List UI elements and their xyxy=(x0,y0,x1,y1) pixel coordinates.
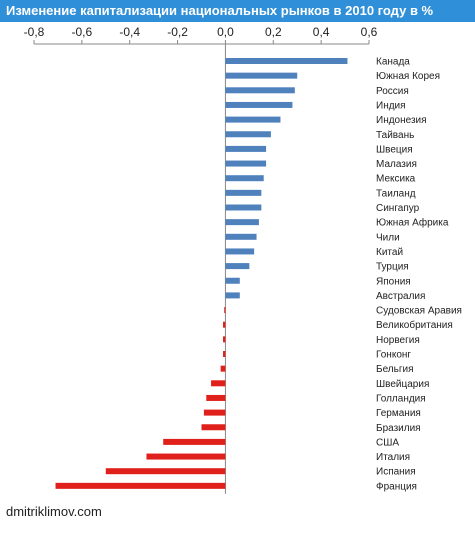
category-label: Гонконг xyxy=(376,350,411,361)
bar xyxy=(225,145,267,152)
category-label: Индонезия xyxy=(376,115,427,126)
category-label: Россия xyxy=(376,86,409,97)
category-label: Япония xyxy=(376,276,411,287)
bar xyxy=(211,380,226,387)
bar xyxy=(206,394,226,401)
x-tick-label: 0,6 xyxy=(361,25,378,39)
category-label: Голландия xyxy=(376,393,426,404)
category-label: Судовская Аравия xyxy=(376,306,462,317)
category-label: Австралия xyxy=(376,291,425,302)
category-label: Швеция xyxy=(376,144,413,155)
bar xyxy=(225,219,259,226)
bar xyxy=(224,307,226,314)
bar xyxy=(223,321,226,328)
category-label: США xyxy=(376,437,399,448)
category-label: Южная Африка xyxy=(376,217,449,229)
category-label: Чили xyxy=(376,232,400,243)
bar xyxy=(105,468,226,475)
category-label: Индия xyxy=(376,100,406,111)
bar xyxy=(225,101,293,108)
bar xyxy=(220,365,226,372)
bar xyxy=(225,116,281,123)
category-label: Великобритания xyxy=(376,319,453,331)
category-label: Тайвань xyxy=(376,130,414,141)
chart-title: Изменение капитализации национальных рын… xyxy=(0,0,475,22)
x-tick-label: -0,8 xyxy=(24,25,45,39)
category-label: Китай xyxy=(376,247,403,258)
category-label: Таиланд xyxy=(376,188,416,199)
category-label: Германия xyxy=(376,408,421,419)
bar xyxy=(225,204,262,211)
category-label: Турция xyxy=(376,262,409,273)
x-tick-label: 0,4 xyxy=(313,25,330,39)
bar xyxy=(225,58,348,64)
bar xyxy=(225,175,264,182)
bar xyxy=(225,233,257,240)
bar xyxy=(225,160,267,167)
category-label: Сингапур xyxy=(376,203,420,214)
category-label: Малазия xyxy=(376,159,417,170)
bar xyxy=(225,87,295,94)
category-label: Южная Корея xyxy=(376,71,440,82)
category-label: Италия xyxy=(376,452,410,463)
bar xyxy=(225,189,262,196)
bar-chart: -0,8 -0,6 -0,4 -0,2 0,0 0,2 0,4 0,6 Канада Южная … xyxy=(24,25,462,494)
bar xyxy=(203,409,226,416)
bar xyxy=(225,263,250,270)
bar xyxy=(201,424,226,431)
x-tick-label: -0,4 xyxy=(119,25,140,39)
category-label: Франция xyxy=(376,481,417,492)
category-label: Норвегия xyxy=(376,335,420,346)
bar xyxy=(223,336,226,343)
category-label: Мексика xyxy=(376,174,416,185)
bar xyxy=(225,248,255,255)
category-label: Испания xyxy=(376,467,416,478)
bar xyxy=(163,438,226,445)
bar xyxy=(225,277,240,284)
bar xyxy=(225,131,271,138)
category-label: Бельгия xyxy=(376,364,414,375)
category-label: Швейцария xyxy=(376,379,429,390)
category-label: Канада xyxy=(376,57,410,68)
x-tick-label: 0,0 xyxy=(217,25,234,39)
x-tick-label: -0,6 xyxy=(72,25,93,39)
bar xyxy=(225,292,240,299)
x-tick-label: -0,2 xyxy=(167,25,188,39)
bar xyxy=(225,72,298,79)
category-label: Бразилия xyxy=(376,423,421,434)
bar xyxy=(55,482,226,489)
bar xyxy=(146,453,226,460)
x-tick-label: 0,2 xyxy=(265,25,282,39)
footer-source: dmitriklimov.com xyxy=(6,504,102,519)
bar xyxy=(223,351,226,357)
